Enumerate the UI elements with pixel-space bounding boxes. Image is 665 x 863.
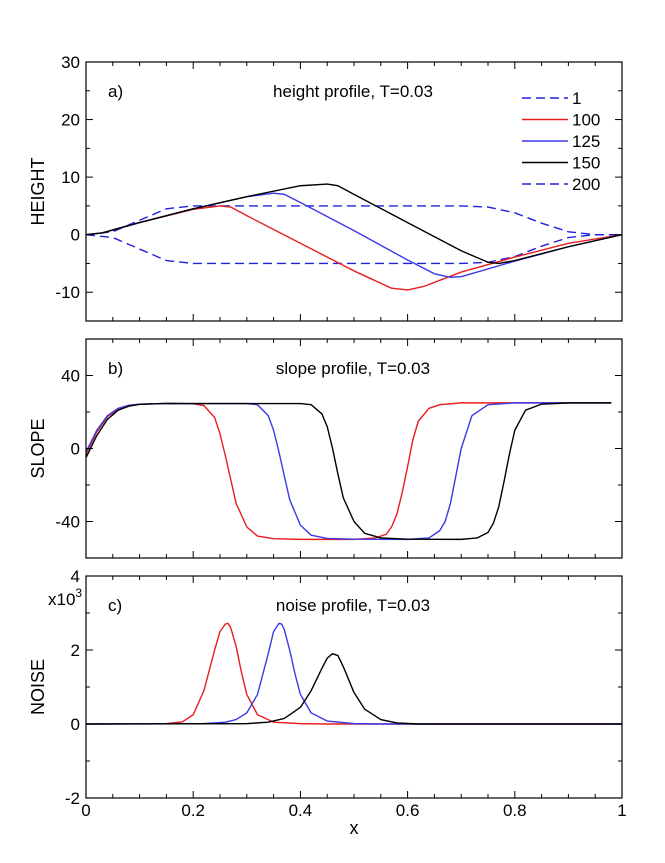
legend-label-150: 150: [572, 154, 600, 173]
y-axis-label: SLOPE: [28, 418, 48, 478]
series-line-1: [86, 233, 622, 265]
series-line-100: [86, 622, 622, 725]
y-multiplier: x103: [48, 586, 82, 609]
y-axis-label: NOISE: [28, 659, 48, 715]
legend-label-125: 125: [572, 132, 600, 151]
series-line-150: [86, 183, 622, 265]
y-tick-label: 0: [71, 440, 80, 459]
y-tick-label: 30: [61, 53, 80, 72]
y-tick-label: -40: [55, 513, 80, 532]
y-multiplier-base: x10: [48, 590, 75, 609]
series-line-150: [86, 402, 612, 541]
series-group: [86, 402, 612, 541]
y-tick-label: 20: [61, 111, 80, 130]
x-tick-label: 0.6: [396, 801, 420, 820]
y-axis-label: HEIGHT: [28, 157, 48, 225]
y-tick-label: 0: [71, 226, 80, 245]
series-line-150: [86, 653, 622, 725]
panel-2: -40 0 40 SLOPE b) slope profile, T=0.03: [28, 338, 623, 559]
x-tick-label: 0.2: [181, 801, 205, 820]
panel-title: noise profile, T=0.03: [276, 596, 430, 615]
panel-label: a): [108, 82, 123, 101]
legend-label-100: 100: [572, 111, 600, 130]
x-tick-label: 0: [81, 801, 90, 820]
panel-1: -10 0 10 20 30 HEIGHT a) height profile, T=0.03…: [28, 53, 623, 322]
y-tick-label: 40: [61, 367, 80, 386]
series-line-100: [86, 205, 622, 291]
panel-title: height profile, T=0.03: [273, 82, 433, 101]
panel-label: b): [108, 359, 123, 378]
panel-title: slope profile, T=0.03: [276, 359, 430, 378]
series-line-125: [86, 402, 612, 541]
panel-label: c): [108, 596, 122, 615]
y-tick-label: 2: [71, 641, 80, 660]
series-line-125: [86, 622, 622, 725]
series-line-100: [86, 402, 612, 541]
series-group: [86, 183, 622, 291]
y-tick-label: 10: [61, 168, 80, 187]
y-tick-label: 4: [71, 567, 80, 586]
y-tick-label: -2: [65, 789, 80, 808]
x-tick-label: 0.8: [503, 801, 527, 820]
x-tick-label: 1: [617, 801, 626, 820]
legend-label-1: 1: [572, 89, 581, 108]
x-tick-label: 0.4: [289, 801, 313, 820]
y-multiplier-exponent: 3: [75, 586, 82, 600]
legend-label-200: 200: [572, 175, 600, 194]
series-line-200: [86, 205, 622, 236]
series-group: [86, 622, 622, 725]
y-tick-label: -10: [55, 283, 80, 302]
y-tick-label: 0: [71, 715, 80, 734]
x-axis-label: x: [350, 818, 359, 838]
